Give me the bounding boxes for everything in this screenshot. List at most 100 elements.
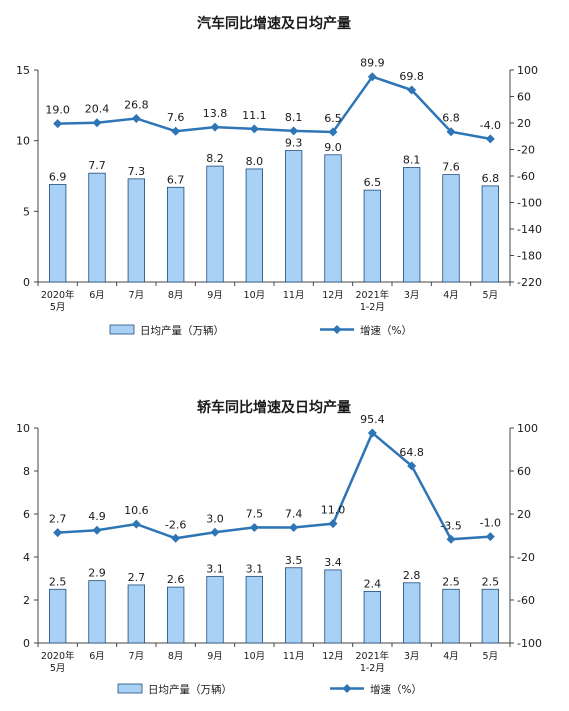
legend-bar-swatch — [109, 324, 135, 335]
bar — [88, 580, 106, 644]
right-tick-label: 20 — [517, 117, 531, 130]
right-tick-label: 100 — [517, 64, 538, 77]
legend-line-label: 增速（%） — [360, 324, 412, 337]
bar-data-label: 2.5 — [49, 575, 67, 588]
bar — [49, 588, 67, 644]
left-tick-label: 10 — [16, 422, 30, 435]
line-data-label: 10.6 — [124, 504, 149, 517]
line-point — [171, 533, 181, 543]
line-data-label: 95.4 — [360, 413, 385, 426]
line-point — [289, 126, 299, 136]
category-label: 11月 — [283, 651, 305, 662]
bar-data-label: 3.4 — [324, 556, 342, 569]
line-data-label: 89.9 — [360, 57, 385, 70]
line-point — [92, 118, 102, 128]
category-label: 3月 — [404, 290, 420, 301]
right-tick-label: -60 — [517, 594, 535, 607]
line-point — [328, 519, 338, 529]
line-data-label: 19.0 — [45, 104, 70, 117]
bar-data-label: 3.1 — [206, 562, 224, 575]
bar — [285, 567, 303, 644]
right-tick-label: -100 — [517, 197, 542, 210]
bar-data-label: 7.6 — [442, 161, 460, 174]
line-data-label: 2.7 — [49, 513, 67, 526]
legend: 日均产量（万辆） 增速（%） — [109, 324, 412, 337]
legend: 日均产量（万辆） 增速（%） — [117, 683, 422, 696]
bar — [363, 189, 381, 283]
line-data-label: 6.5 — [324, 112, 342, 125]
line-data-label: 7.5 — [246, 507, 264, 520]
right-tick-label: 20 — [517, 508, 531, 521]
category-label: 12月 — [322, 290, 344, 301]
line-data-label: 13.8 — [203, 107, 228, 120]
category-label: 1-2月 — [360, 663, 385, 674]
category-label: 5月 — [50, 302, 66, 313]
bar-data-label: 7.7 — [88, 159, 106, 172]
line-data-label: 26.8 — [124, 98, 149, 111]
bar — [442, 588, 460, 644]
category-label: 6月 — [89, 290, 105, 301]
chart-1: 汽车同比增速及日均产量 0 5 10 15 100 60 20 -20 -60 -100 -140 -1… — [16, 15, 542, 337]
category-label: 10月 — [244, 290, 266, 301]
bar — [245, 575, 263, 644]
legend-line-label: 增速（%） — [370, 683, 422, 696]
category-label: 2021年 — [355, 650, 389, 662]
legend-bar-label: 日均产量（万辆） — [140, 324, 224, 337]
line-point — [92, 525, 102, 535]
line-point — [446, 534, 456, 544]
line-point — [210, 122, 220, 132]
left-tick-label: 4 — [23, 551, 30, 564]
category-label: 4月 — [443, 290, 459, 301]
bar-data-label: 6.8 — [482, 172, 500, 185]
bar — [442, 174, 460, 283]
category-label: 10月 — [244, 651, 266, 662]
category-label: 6月 — [89, 651, 105, 662]
bar — [167, 586, 185, 644]
line-data-label: 20.4 — [85, 103, 110, 116]
right-tick-label: -100 — [517, 637, 542, 650]
right-tick-label: 60 — [517, 465, 531, 478]
line-point — [249, 124, 259, 134]
chart-title: 轿车同比增速及日均产量 — [197, 399, 351, 416]
line-point — [367, 428, 377, 438]
bar — [167, 186, 185, 283]
bar — [49, 184, 67, 283]
line-data-label: 7.6 — [167, 111, 185, 124]
bar-data-label: 8.0 — [246, 155, 264, 168]
category-label: 2021年 — [355, 289, 389, 301]
category-label: 8月 — [168, 290, 184, 301]
line-point — [171, 126, 181, 136]
right-tick-label: -20 — [517, 551, 535, 564]
bar-data-label: 2.9 — [88, 567, 106, 580]
bar-data-label: 2.5 — [442, 575, 460, 588]
bar-data-label: 3.5 — [285, 554, 303, 567]
right-tick-label: -20 — [517, 144, 535, 157]
right-tick-label: 60 — [517, 91, 531, 104]
line-data-label: 11.1 — [242, 109, 267, 122]
category-label: 5月 — [483, 651, 499, 662]
line-data-label: 4.9 — [88, 510, 106, 523]
bar — [481, 588, 499, 644]
bar-data-label: 3.1 — [246, 562, 264, 575]
category-label: 7月 — [129, 651, 145, 662]
bar-data-label: 2.5 — [482, 575, 500, 588]
category-label: 5月 — [50, 663, 66, 674]
left-tick-label: 0 — [23, 637, 30, 650]
line-data-label: -1.0 — [480, 517, 501, 530]
line-point — [407, 461, 417, 471]
left-tick-label: 8 — [23, 465, 30, 478]
bar — [127, 178, 145, 283]
legend-line-marker — [342, 684, 352, 693]
legend-bar-swatch — [117, 683, 143, 694]
chart-2: 轿车同比增速及日均产量 0 2 4 6 8 10 100 60 20 -20 -60 -100 2020年… — [16, 399, 542, 696]
right-tick-label: -60 — [517, 170, 535, 183]
category-label: 2020年 — [41, 650, 75, 662]
right-tick-label: -140 — [517, 223, 542, 236]
line-data-label: 69.8 — [399, 70, 424, 83]
bar-data-label: 6.7 — [167, 173, 185, 186]
bar-data-label: 2.7 — [128, 571, 146, 584]
bar — [206, 165, 224, 283]
line-data-label: 8.1 — [285, 111, 303, 124]
bar — [403, 582, 421, 644]
